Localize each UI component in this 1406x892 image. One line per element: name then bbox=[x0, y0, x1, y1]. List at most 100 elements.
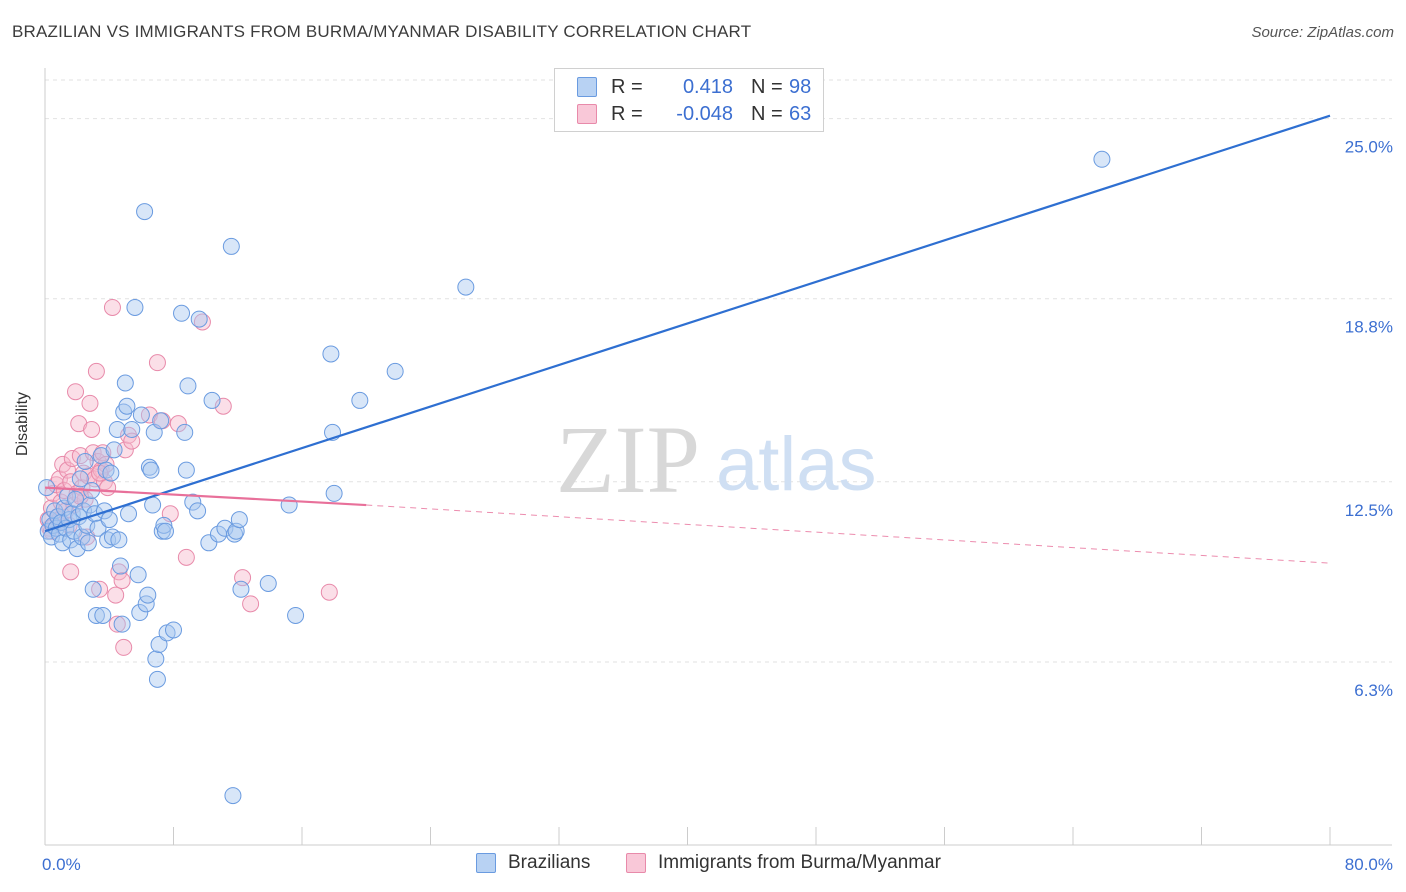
data-point-brazilian bbox=[100, 511, 118, 529]
data-point-burma bbox=[148, 354, 166, 372]
data-point-brazilian bbox=[113, 615, 131, 633]
data-point-brazilian bbox=[144, 496, 162, 514]
data-point-burma bbox=[71, 487, 89, 505]
data-point-brazilian bbox=[120, 505, 138, 523]
data-point-brazilian bbox=[280, 496, 298, 514]
legend-r-value: 0.418 bbox=[682, 75, 733, 98]
data-point-brazilian bbox=[457, 278, 475, 296]
data-point-brazilian bbox=[132, 406, 150, 424]
y-tick-label: 12.5% bbox=[1345, 501, 1393, 520]
data-point-brazilian bbox=[152, 412, 170, 430]
legend-n-label: N = bbox=[751, 102, 783, 125]
legend-n-value: 63 bbox=[789, 102, 812, 125]
data-point-burma bbox=[242, 595, 260, 613]
data-point-brazilian bbox=[322, 345, 340, 363]
data-point-brazilian bbox=[126, 298, 144, 316]
data-point-brazilian bbox=[102, 464, 120, 482]
data-point-brazilian bbox=[116, 374, 134, 392]
legend-item-brazilians[interactable]: Brazilians bbox=[476, 852, 590, 874]
legend-label-burma: Immigrants from Burma/Myanmar bbox=[658, 852, 941, 873]
data-point-burma bbox=[97, 455, 115, 473]
data-point-brazilian bbox=[325, 484, 343, 502]
data-point-brazilian bbox=[176, 423, 194, 441]
data-point-burma bbox=[177, 548, 195, 566]
data-point-brazilian bbox=[136, 203, 154, 221]
legend-swatch-blue bbox=[476, 853, 496, 873]
data-point-brazilian bbox=[165, 621, 182, 639]
data-point-burma bbox=[81, 394, 99, 412]
data-point-brazilian bbox=[129, 566, 147, 584]
data-point-burma bbox=[169, 415, 187, 433]
data-point-brazilian bbox=[89, 519, 107, 537]
data-point-brazilian bbox=[111, 557, 129, 575]
data-point-brazilian bbox=[118, 397, 136, 415]
data-point-burma bbox=[83, 420, 101, 438]
data-point-brazilian bbox=[140, 458, 158, 476]
legend-n-label: N = bbox=[751, 75, 783, 98]
watermark-atlas: atlas bbox=[716, 422, 877, 507]
data-point-burma bbox=[115, 638, 133, 656]
data-point-brazilian bbox=[156, 522, 174, 540]
data-point-brazilian bbox=[287, 606, 305, 624]
legend-r-value: -0.048 bbox=[676, 102, 733, 125]
data-point-brazilian bbox=[62, 531, 80, 549]
y-axis-label: Disability bbox=[14, 391, 31, 456]
y-tick-label: 25.0% bbox=[1345, 138, 1393, 157]
data-point-brazilian bbox=[131, 604, 149, 622]
legend-swatch-blue bbox=[577, 77, 597, 97]
data-point-brazilian bbox=[173, 304, 191, 322]
x-tick-label: 80.0% bbox=[1345, 855, 1393, 874]
data-point-brazilian bbox=[71, 470, 89, 488]
correlation-legend: R = 0.418 N = 98 R = -0.048 N = 63 bbox=[554, 68, 824, 132]
data-point-burma bbox=[320, 583, 338, 601]
legend-swatch-pink bbox=[626, 853, 646, 873]
data-point-brazilian bbox=[79, 534, 97, 552]
data-point-brazilian bbox=[137, 595, 155, 613]
data-point-burma bbox=[62, 563, 80, 581]
data-point-brazilian bbox=[94, 606, 112, 624]
y-tick-label: 6.3% bbox=[1354, 681, 1393, 700]
data-point-burma bbox=[123, 432, 141, 450]
data-point-brazilian bbox=[203, 391, 221, 409]
watermark-zip: ZIP bbox=[556, 406, 700, 513]
legend-r-label: R = bbox=[611, 102, 643, 125]
data-point-brazilian bbox=[81, 496, 99, 514]
data-point-brazilian bbox=[190, 310, 208, 328]
data-point-brazilian bbox=[155, 516, 173, 534]
data-point-brazilian bbox=[386, 362, 404, 380]
trend-line-burma-extension bbox=[366, 504, 1331, 564]
chart-title: BRAZILIAN VS IMMIGRANTS FROM BURMA/MYANM… bbox=[12, 22, 752, 41]
legend-item-burma[interactable]: Immigrants from Burma/Myanmar bbox=[626, 852, 941, 874]
data-point-brazilian bbox=[184, 493, 202, 511]
data-point-brazilian bbox=[97, 461, 115, 479]
watermark: ZIP atlas bbox=[556, 406, 877, 513]
data-point-brazilian bbox=[139, 586, 157, 604]
data-point-brazilian bbox=[142, 461, 160, 479]
tick-labels: 6.3% 12.5% 18.8% 25.0% 0.0% 80.0% bbox=[42, 138, 1393, 874]
data-point-brazilian bbox=[189, 502, 207, 520]
legend-swatch-pink bbox=[577, 104, 597, 124]
data-point-brazilian bbox=[84, 580, 102, 598]
data-point-burma bbox=[108, 615, 126, 633]
x-tick-label: 0.0% bbox=[42, 855, 81, 874]
trend-lines bbox=[44, 114, 1331, 564]
data-point-brazilian bbox=[147, 650, 165, 668]
data-point-brazilian bbox=[1093, 150, 1111, 168]
data-point-burma bbox=[87, 362, 105, 380]
trend-line-brazilians bbox=[44, 114, 1331, 533]
data-point-brazilian bbox=[259, 574, 277, 592]
data-point-brazilian bbox=[216, 519, 234, 537]
data-point-brazilian bbox=[179, 377, 197, 395]
data-point-brazilian bbox=[110, 531, 128, 549]
legend-label-brazilians: Brazilians bbox=[508, 852, 591, 873]
data-point-burma bbox=[110, 563, 128, 581]
data-point-brazilian bbox=[224, 787, 242, 805]
data-point-burma bbox=[67, 383, 85, 401]
data-point-brazilian bbox=[232, 580, 250, 598]
legend-r-label: R = bbox=[611, 75, 643, 98]
data-point-brazilian bbox=[86, 505, 104, 523]
data-point-burma bbox=[214, 397, 232, 415]
data-point-brazilian bbox=[230, 511, 248, 529]
trend-line-burma bbox=[44, 486, 367, 507]
